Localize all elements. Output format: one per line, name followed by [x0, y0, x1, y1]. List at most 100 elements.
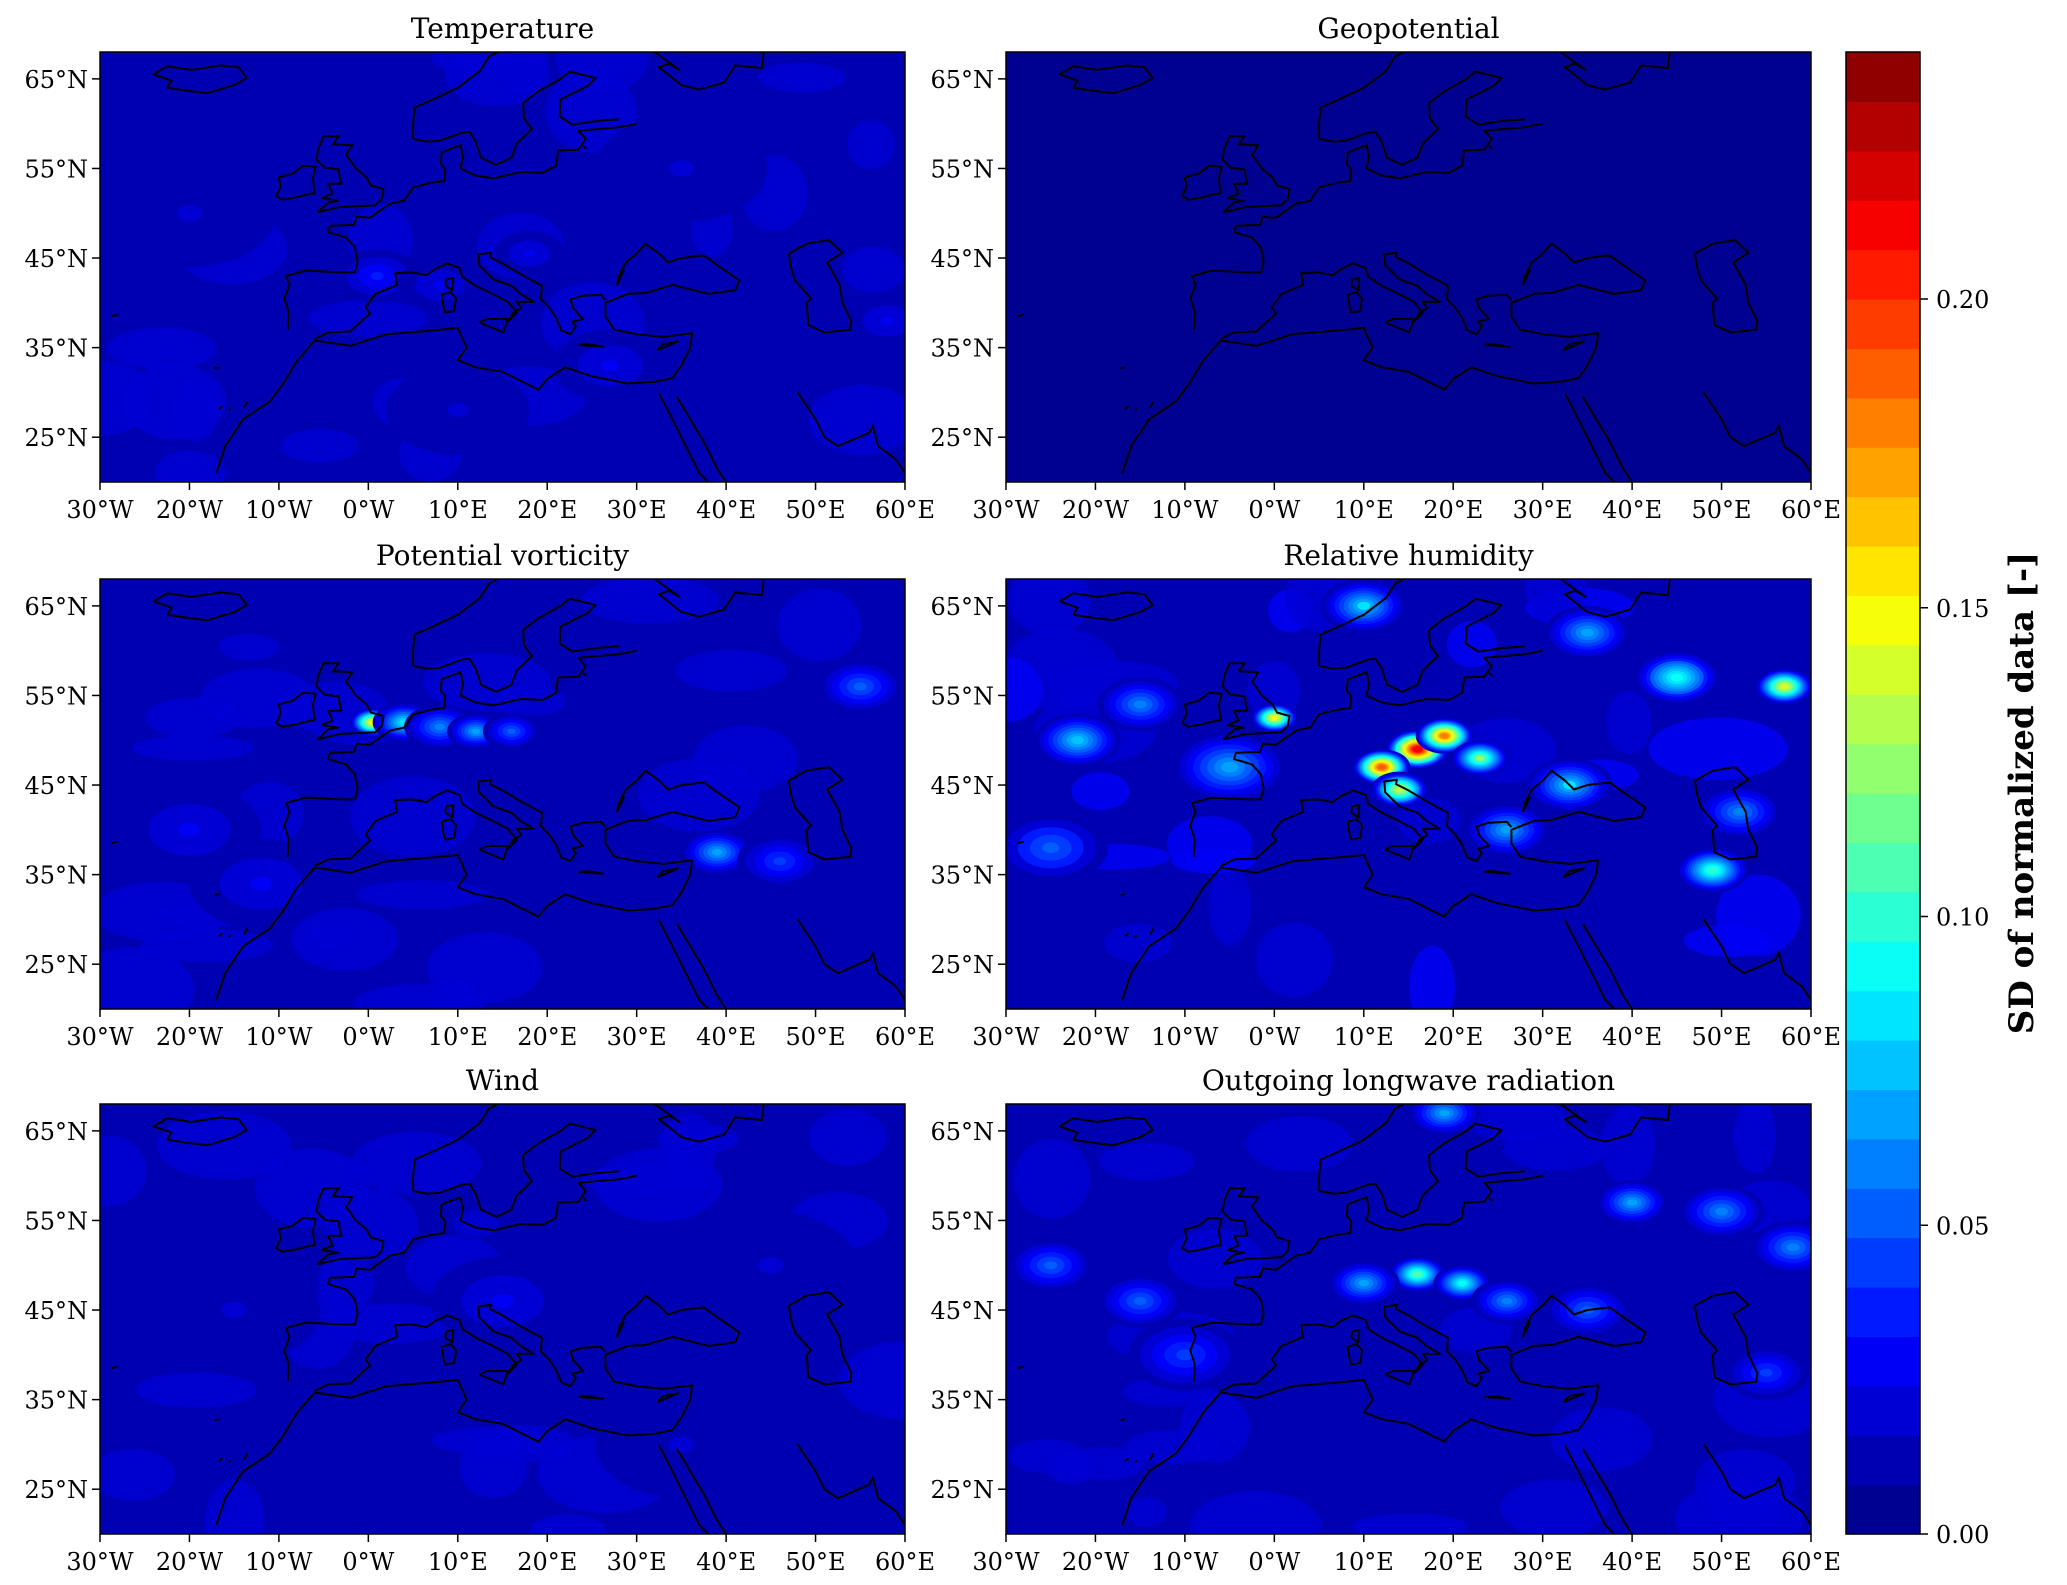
panel-frame	[99, 578, 906, 1010]
colorbar-tick-label: 0.20	[1936, 286, 1989, 314]
contour-field	[1006, 579, 1811, 1009]
x-tick-label: 50°E	[1692, 1548, 1752, 1576]
coastline	[1350, 803, 1361, 819]
contour-level	[433, 280, 447, 289]
panel-frame	[99, 51, 906, 483]
contour-level	[507, 728, 516, 734]
coastline	[275, 691, 317, 728]
coastline	[1350, 276, 1361, 292]
coastline	[1560, 579, 1671, 618]
coastline	[283, 122, 637, 330]
contour-level	[434, 723, 446, 731]
x-tick-label: 40°E	[696, 1023, 756, 1051]
coastline	[1702, 1443, 1811, 1526]
coastlines	[111, 1104, 905, 1534]
coastline	[1221, 135, 1291, 214]
colorbar-label: SD of normalized data [-]	[2002, 552, 2042, 1034]
y-tick-label: 45°N	[24, 772, 88, 800]
coastline	[314, 1303, 607, 1392]
coastline	[656, 867, 679, 879]
contour-level	[1733, 807, 1746, 816]
coastline	[796, 1443, 905, 1526]
contour-hotspot	[1320, 579, 1407, 633]
contour-level	[1626, 1199, 1638, 1206]
contour-hotspot	[1007, 1238, 1094, 1293]
contour-level	[1580, 628, 1594, 637]
contour-level	[1413, 1271, 1422, 1277]
coastline	[654, 52, 765, 91]
coastline	[1189, 649, 1543, 857]
y-tick-label: 25°N	[24, 951, 88, 979]
x-tick-label: 40°E	[1602, 496, 1662, 524]
x-tick-label: 10°W	[1151, 1548, 1219, 1576]
contour-texture	[1648, 717, 1788, 781]
y-tick-label: 45°N	[930, 1297, 994, 1325]
contour-texture	[145, 697, 241, 738]
coastline	[1134, 1459, 1138, 1464]
coastline	[1221, 1187, 1291, 1266]
contour-texture	[1013, 1138, 1090, 1219]
x-tick-label: 10°E	[428, 1548, 488, 1576]
y-tick-label: 45°N	[24, 245, 88, 273]
coastline	[1149, 1452, 1155, 1461]
coastline	[1221, 662, 1291, 741]
contour-hotspot	[1633, 650, 1720, 705]
coastline	[214, 366, 220, 370]
contour-field	[100, 52, 905, 482]
contour-hotspot	[1471, 1278, 1543, 1324]
coastline	[412, 52, 499, 139]
contour-texture	[1171, 848, 1256, 874]
x-tick-label: 10°W	[1151, 496, 1219, 524]
colorbar-level	[1846, 891, 1920, 942]
contour-texture	[1179, 1392, 1250, 1463]
field-background	[1006, 52, 1811, 482]
coastline	[215, 242, 741, 474]
map-panel: Potential vorticity 65°N 55°N 45°N 35°N 25°N 3…	[24, 539, 935, 1051]
coastline	[1149, 927, 1155, 936]
coastlines	[1017, 1104, 1811, 1534]
coastline	[1384, 845, 1415, 861]
contour-texture	[490, 686, 566, 716]
coastline	[1017, 313, 1025, 318]
contour-hotspot	[1408, 1104, 1481, 1136]
coastline	[1220, 778, 1513, 867]
y-tick-label: 55°N	[24, 1207, 88, 1235]
contour-level	[1358, 1279, 1370, 1287]
coastline	[1134, 934, 1138, 939]
contour-texture	[445, 52, 551, 107]
contour-texture	[1683, 924, 1771, 957]
coastline	[1560, 52, 1671, 91]
coastline	[1693, 239, 1759, 334]
coastline	[1564, 919, 1615, 1009]
coastline	[275, 1216, 317, 1253]
x-tick-label: 60°E	[1781, 1023, 1841, 1051]
colorbar: 0.00 0.05 0.10 0.15 0.20 SD of normalized dat…	[1845, 51, 2042, 1549]
coastline	[111, 840, 119, 845]
coastlines	[111, 579, 905, 1009]
x-tick-label: 10°E	[428, 496, 488, 524]
contour-level	[1042, 842, 1060, 854]
coastline	[1350, 1328, 1361, 1344]
y-tick-label: 35°N	[24, 862, 88, 890]
coastline	[1582, 396, 1633, 482]
x-tick-label: 50°E	[786, 1023, 846, 1051]
contour-texture	[838, 1341, 905, 1420]
coastline	[275, 164, 317, 201]
coastline	[1318, 52, 1405, 139]
coastline	[1384, 318, 1415, 334]
colorbar-level	[1846, 546, 1920, 596]
coastline	[214, 1418, 220, 1422]
contour-level	[1133, 1297, 1147, 1306]
contour-texture	[1550, 1407, 1653, 1472]
contour-level	[601, 360, 619, 371]
contour-field	[1006, 52, 1811, 482]
y-tick-label: 25°N	[24, 1476, 88, 1504]
contour-texture	[1605, 690, 1652, 755]
contour-level	[668, 1436, 695, 1453]
contour-hotspot	[1006, 811, 1108, 884]
x-tick-label: 60°E	[1781, 1548, 1841, 1576]
coastline	[1484, 1395, 1511, 1400]
contour-level	[1221, 761, 1239, 773]
coastline	[444, 803, 455, 819]
